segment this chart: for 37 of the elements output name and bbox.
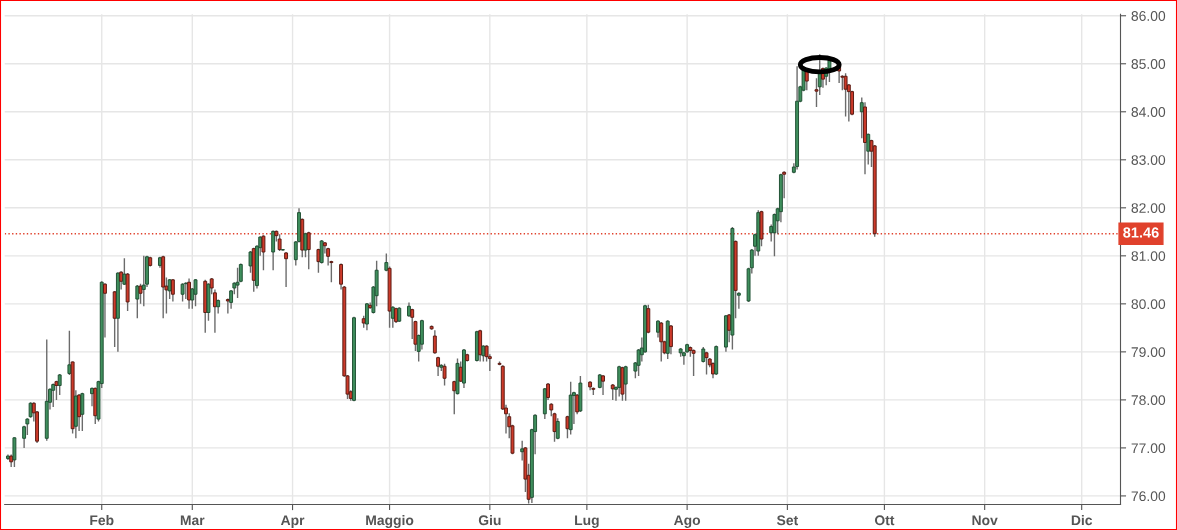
candlestick [432,329,437,355]
candlestick [261,234,266,271]
candlestick [669,324,673,355]
x-tick-label: Ott [874,515,895,526]
x-tick-label: Set [776,515,799,526]
candlestick [248,250,253,274]
y-tick-label: 77.00 [1131,443,1166,454]
y-tick-label: 78.00 [1131,395,1166,406]
x-tick-label: Dic [1071,514,1093,526]
x-tick-label: Ago [673,515,701,528]
candlestick [284,251,289,288]
y-tick-label: 81.00 [1131,251,1166,261]
x-tick-label: Maggio [366,514,414,528]
y-tick-label: 85.00 [1131,59,1166,69]
x-tick-label: Apr [280,515,305,528]
candlestick [646,304,651,334]
candlestick [691,348,696,377]
y-tick-label: 84.00 [1131,107,1166,117]
y-tick-label: 76.00 [1131,491,1166,502]
y-tick-label: 79.00 [1131,347,1166,358]
x-tick-label: Nov [972,515,998,526]
x-tick-label: Feb [90,514,114,526]
ref-line-label: 81.46 [1123,227,1159,238]
y-tick-label: 82.00 [1131,203,1166,213]
candlestick [316,247,321,274]
candlestick [193,278,198,307]
candlestick [306,231,311,270]
y-tick-label: 80.00 [1131,299,1166,310]
x-tick-label: Lug [575,515,599,528]
candlestick [225,297,230,315]
y-tick-label: 86.00 [1131,11,1166,21]
x-tick-label: Giu [478,514,501,526]
x-tick-label: Mar [180,515,205,526]
candlestick [413,319,418,352]
candlestick [419,319,424,351]
y-tick-label: 83.00 [1131,155,1166,165]
candlestick [782,170,787,199]
